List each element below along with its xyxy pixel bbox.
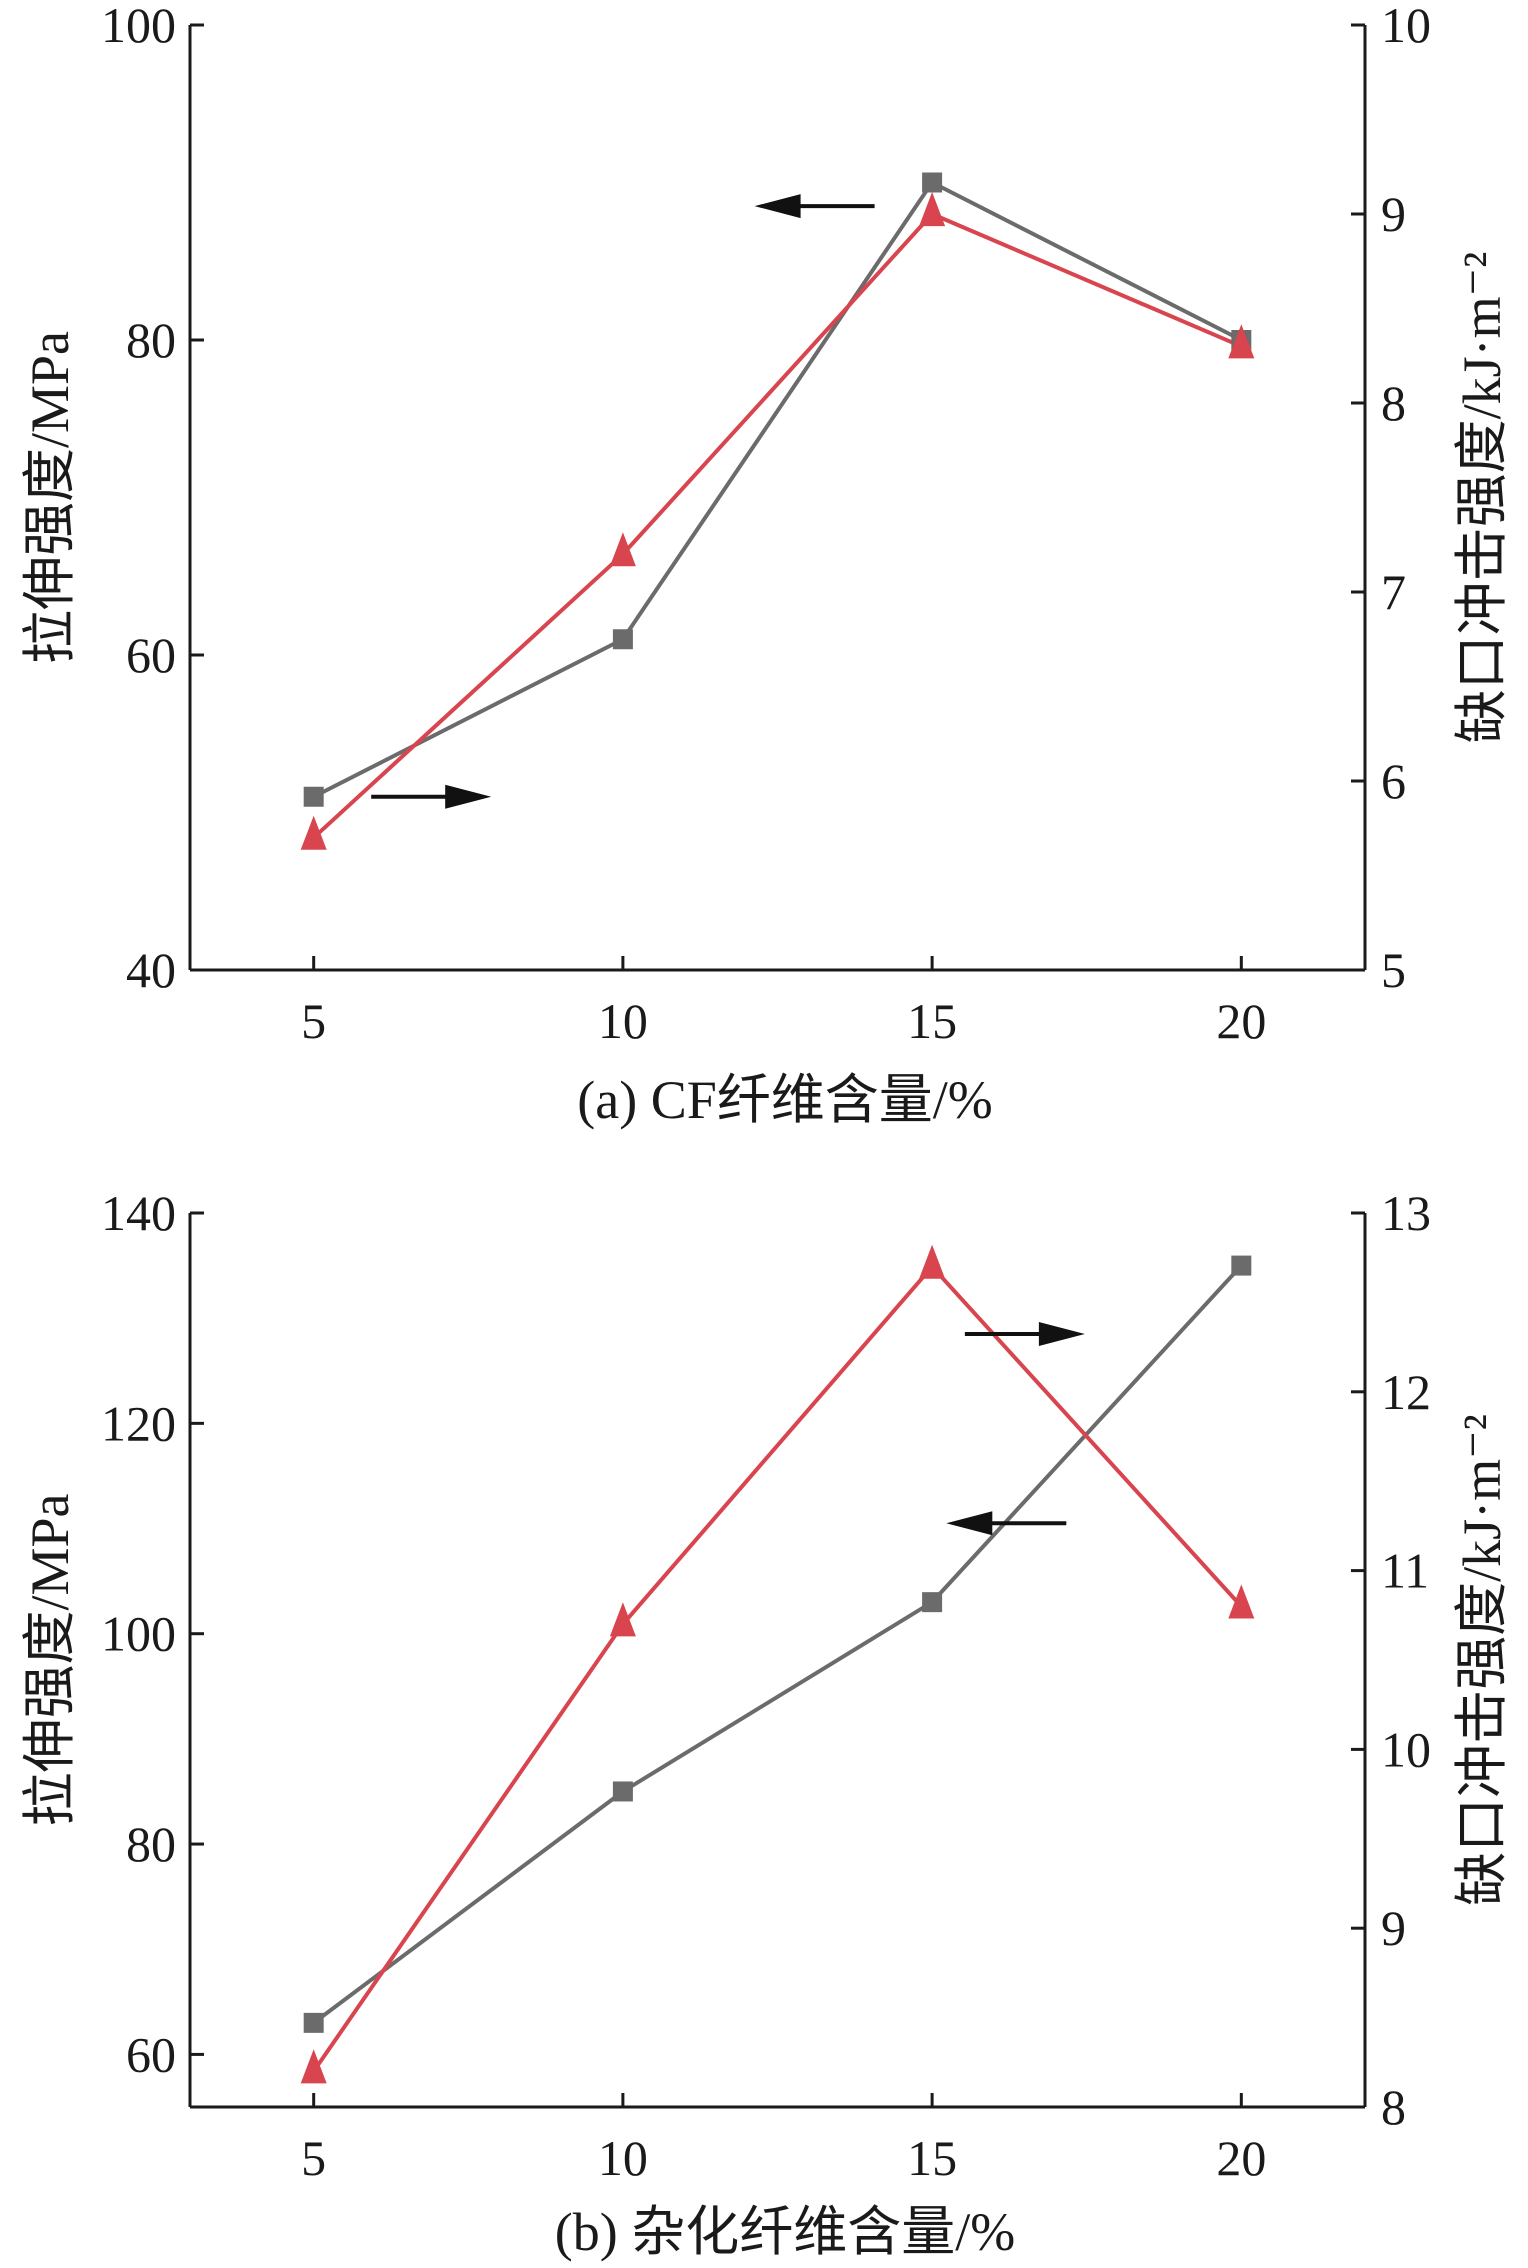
chart-a-right-tick-label: 5 — [1381, 942, 1406, 998]
chart-a-arrow-left-icon — [754, 194, 875, 219]
chart-b-x-tick-label: 20 — [1216, 2130, 1266, 2186]
chart-a-caption: (a) CF纤维含量/% — [577, 1070, 992, 1130]
chart-a-series-2-point — [1228, 324, 1255, 359]
chart-b-x-tick-label: 15 — [907, 2130, 957, 2186]
chart-b-caption: (b) 杂化纤维含量/% — [555, 2202, 1015, 2262]
chart-b-series-1-point — [612, 1781, 633, 1802]
chart-b-right-tick-label: 8 — [1381, 2079, 1406, 2135]
chart-b-x-tick-label: 10 — [598, 2130, 648, 2186]
chart-b-left-tick-label: 100 — [101, 1606, 176, 1662]
chart-b-x-tick-label: 5 — [301, 2130, 326, 2186]
chart-b-series-2-point — [919, 1244, 946, 1279]
chart-b-series-2-point — [1228, 1584, 1255, 1619]
chart-a-series-1-point — [303, 786, 324, 807]
chart-b: (b) 杂化纤维含量/% 60 80 100 120 140 8 9 10 11 12 13 5 10 1… — [20, 1185, 1512, 2262]
chart-a-series-2-point — [300, 815, 327, 850]
chart-a-left-axis-title: 拉伸强度/MPa — [20, 331, 80, 664]
chart-b-left-tick-label: 120 — [101, 1395, 176, 1451]
chart-a-right-tick-label: 6 — [1381, 753, 1406, 809]
chart-a-right-tick-label: 8 — [1381, 375, 1406, 431]
chart-b-right-tick-label: 13 — [1381, 1185, 1431, 1241]
chart-b-series-2-line — [312, 1264, 1243, 2073]
chart-a-left-tick-label: 100 — [101, 0, 176, 53]
chart-b-series-2-point — [609, 1602, 636, 1637]
chart-a-series-2-line — [312, 212, 1243, 840]
chart-a-arrow-right-icon — [371, 784, 492, 809]
chart-b-arrow-left-icon — [946, 1511, 1067, 1536]
chart-a-left-tick-label: 60 — [126, 627, 176, 683]
chart-a-x-tick-label: 10 — [598, 993, 648, 1049]
chart-b-right-tick-label: 11 — [1381, 1543, 1429, 1599]
chart-b-left-tick-label: 80 — [126, 1816, 176, 1872]
chart-b-right-tick-label: 10 — [1381, 1721, 1431, 1777]
chart-a-right-tick-label: 9 — [1381, 186, 1406, 242]
chart-a-left-tick-label: 40 — [126, 942, 176, 998]
chart-b-series-1-point — [1231, 1255, 1252, 1276]
chart-a: (a) CF纤维含量/% 40 60 80 100 5 6 7 8 9 10 5 10 15 20 拉伸强度… — [20, 0, 1512, 1130]
chart-b-left-tick-label: 140 — [101, 1185, 176, 1241]
chart-a-x-tick-label: 20 — [1216, 993, 1266, 1049]
chart-b-arrow-right-icon — [964, 1321, 1085, 1346]
chart-b-series-1-point — [303, 2012, 324, 2033]
chart-a-right-tick-label: 7 — [1381, 564, 1406, 620]
chart-a-left-tick-label: 80 — [126, 312, 176, 368]
chart-a-series-1-line — [312, 180, 1243, 799]
chart-a-series-2-point — [919, 192, 946, 227]
chart-b-right-axis-title: 缺口冲击强度/kJ·m⁻² — [1452, 1414, 1512, 1906]
chart-a-right-tick-label: 10 — [1381, 0, 1431, 53]
chart-b-series-2-point — [300, 2049, 327, 2084]
chart-b-right-tick-label: 12 — [1381, 1364, 1431, 1420]
chart-a-x-tick-label: 15 — [907, 993, 957, 1049]
chart-b-series-1-line — [312, 1264, 1243, 2025]
chart-a-series-2-point — [609, 532, 636, 567]
chart-b-series-1-point — [922, 1592, 943, 1613]
chart-a-series-1-point — [612, 629, 633, 650]
chart-a-right-axis-title: 缺口冲击强度/kJ·m⁻² — [1452, 252, 1512, 744]
chart-b-left-axis-title: 拉伸强度/MPa — [20, 1493, 80, 1826]
chart-a-series-1-point — [922, 172, 943, 193]
chart-a-x-tick-label: 5 — [301, 993, 326, 1049]
chart-b-left-tick-label: 60 — [126, 2026, 176, 2082]
chart-b-right-tick-label: 9 — [1381, 1900, 1406, 1956]
